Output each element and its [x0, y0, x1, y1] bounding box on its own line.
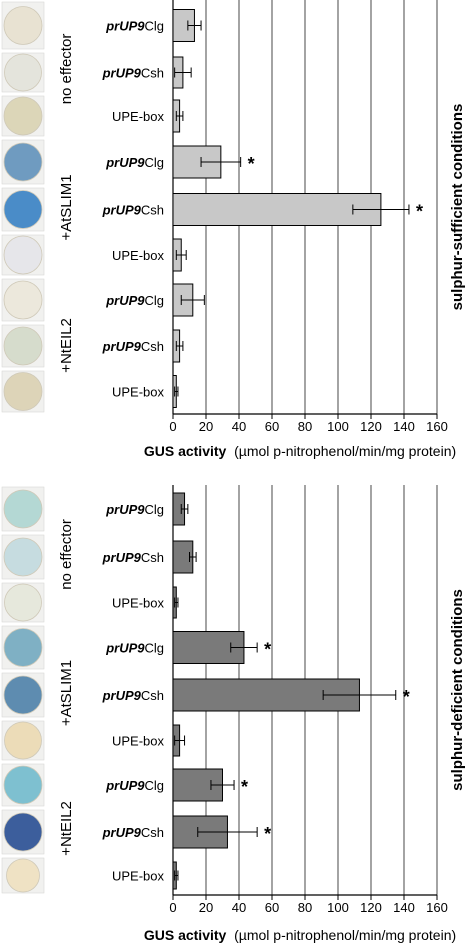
x-tick-label: 80 — [298, 419, 312, 434]
assay-disc — [4, 583, 42, 622]
condition-title: sulphur-deficient conditions — [449, 589, 466, 791]
condition-title: sulphur-sufficient conditions — [449, 104, 466, 311]
significance-mark: * — [264, 640, 271, 660]
significance-mark: * — [248, 154, 255, 174]
category-label: prUP9Clg — [105, 155, 164, 170]
x-tick-label: 0 — [169, 419, 176, 434]
assay-disc — [3, 765, 43, 805]
assay-disc — [3, 628, 43, 667]
assay-disc — [3, 326, 43, 366]
assay-disc — [3, 235, 43, 275]
x-tick-label: 160 — [426, 419, 448, 434]
assay-disc — [3, 812, 43, 852]
category-label: prUP9Csh — [102, 203, 164, 218]
x-tick-label: 60 — [265, 900, 279, 915]
x-axis-title: GUS activity (µmol p-nitrophenol/min/mg … — [144, 927, 456, 943]
category-label: prUP9Csh — [102, 66, 164, 81]
category-label: UPE-box — [112, 385, 165, 400]
x-tick-label: 80 — [298, 900, 312, 915]
group-label: +NtEIL2 — [58, 318, 75, 373]
assay-disc — [4, 53, 42, 92]
panel-1: 0 20 40 60 80 100 120 140 160 GUS activity (µmol … — [1, 0, 466, 459]
x-tick-label: 40 — [232, 419, 246, 434]
x-tick-label: 0 — [169, 900, 176, 915]
x-tick-label: 60 — [265, 419, 279, 434]
category-label: prUP9Csh — [102, 825, 164, 840]
category-label: UPE-box — [112, 596, 165, 611]
category-label: UPE-box — [112, 248, 165, 263]
x-tick-label: 120 — [360, 419, 382, 434]
assay-disc — [3, 372, 43, 411]
assay-disc — [3, 96, 43, 136]
x-axis-title: GUS activity (µmol p-nitrophenol/min/mg … — [144, 443, 456, 459]
assay-disc — [3, 142, 43, 182]
significance-mark: * — [403, 687, 410, 707]
group-label: no effector — [58, 34, 75, 105]
x-tick-label: 100 — [327, 419, 349, 434]
category-label: prUP9Clg — [105, 778, 164, 793]
significance-mark: * — [264, 824, 271, 844]
category-label: prUP9Csh — [102, 550, 164, 565]
assay-disc — [3, 280, 43, 320]
category-label: prUP9Clg — [105, 641, 164, 656]
group-label: +AtSLIM1 — [58, 660, 75, 726]
significance-mark: * — [241, 777, 248, 797]
category-label: UPE-box — [112, 109, 165, 124]
category-label: prUP9Clg — [105, 502, 164, 517]
assay-disc — [3, 489, 43, 529]
category-label: prUP9Csh — [102, 688, 164, 703]
x-tick-label: 40 — [232, 900, 246, 915]
x-tick-label: 140 — [393, 900, 415, 915]
x-tick-label: 20 — [199, 900, 213, 915]
x-tick-label: 140 — [393, 419, 415, 434]
group-label: no effector — [58, 519, 75, 590]
bar — [172, 193, 382, 226]
significance-mark: * — [416, 202, 423, 222]
category-label: prUP9Clg — [105, 293, 164, 308]
assay-disc — [4, 721, 42, 760]
x-tick-label: 120 — [360, 900, 382, 915]
category-label: prUP9Clg — [105, 19, 164, 34]
assay-disc — [6, 858, 40, 893]
x-tick-label: 160 — [426, 900, 448, 915]
assay-disc — [3, 190, 43, 229]
x-tick-label: 100 — [327, 900, 349, 915]
assay-disc — [3, 537, 43, 577]
category-label: UPE-box — [112, 734, 165, 749]
panel-2: 0 20 40 60 80 100 120 140 160 GUS activity (µmol … — [1, 485, 466, 943]
group-label: +AtSLIM1 — [58, 174, 75, 240]
assay-disc — [3, 675, 43, 715]
category-label: UPE-box — [112, 869, 165, 884]
category-label: prUP9Csh — [102, 339, 164, 354]
x-tick-label: 20 — [199, 419, 213, 434]
assay-disc — [3, 6, 43, 45]
group-label: +NtEIL2 — [58, 801, 75, 856]
